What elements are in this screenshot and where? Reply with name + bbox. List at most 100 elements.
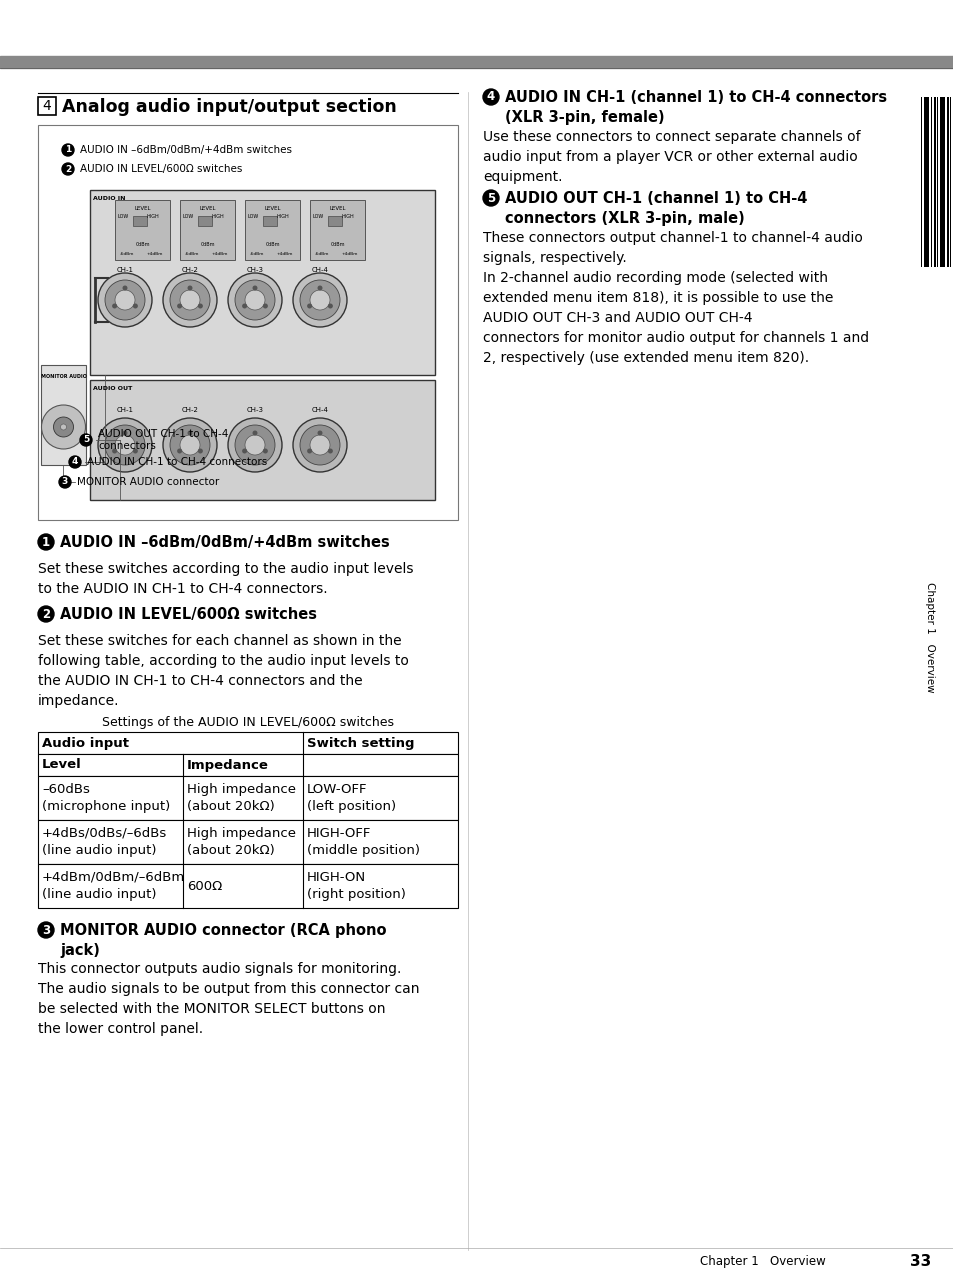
Bar [920,97,922,268]
Text: 4: 4 [486,90,495,103]
Text: +4dBm: +4dBm [276,252,294,256]
Bar [90,190,435,375]
Bar [132,217,147,225]
Circle shape [197,448,203,454]
Circle shape [307,303,312,308]
Text: 0dBm: 0dBm [135,242,150,246]
Text: LOW: LOW [182,214,193,219]
Text: +4dBm: +4dBm [341,252,358,256]
Circle shape [234,426,274,465]
Circle shape [62,163,74,175]
Circle shape [245,434,265,455]
Circle shape [170,280,210,320]
Text: Set these switches according to the audio input levels
to the AUDIO IN CH-1 to C: Set these switches according to the audi… [38,562,413,596]
Text: (XLR 3-pin, female): (XLR 3-pin, female) [504,110,664,125]
Circle shape [122,431,128,436]
Text: HIGH-OFF
(middle position): HIGH-OFF (middle position) [307,827,419,857]
Bar [38,733,457,754]
Circle shape [163,273,216,327]
Circle shape [38,922,54,938]
Text: LOW: LOW [247,214,258,219]
Text: LOW: LOW [312,214,323,219]
Text: This connector outputs audio signals for monitoring.
The audio signals to be out: This connector outputs audio signals for… [38,962,419,1036]
Bar [929,97,931,268]
Bar [923,97,926,268]
Text: LOW: LOW [117,214,129,219]
Bar [198,217,212,225]
Circle shape [263,303,268,308]
Bar [90,380,435,499]
Text: CH-4: CH-4 [312,406,328,413]
Text: LEVEL: LEVEL [264,205,280,210]
Text: LOW-OFF
(left position): LOW-OFF (left position) [307,784,395,813]
Bar [115,200,170,260]
Circle shape [328,303,333,308]
Text: 5: 5 [486,191,495,205]
Circle shape [177,303,182,308]
Circle shape [112,303,117,308]
Text: CH-4: CH-4 [312,268,328,273]
Circle shape [197,303,203,308]
Circle shape [317,431,322,436]
Bar [263,217,276,225]
Circle shape [132,303,138,308]
Text: 0dBm: 0dBm [200,242,214,246]
Text: AUDIO IN CH-1 to CH-4 connectors: AUDIO IN CH-1 to CH-4 connectors [87,457,267,468]
Circle shape [328,448,333,454]
Circle shape [170,426,210,465]
Circle shape [38,606,54,622]
Circle shape [69,456,81,468]
Circle shape [228,418,282,471]
Text: HIGH: HIGH [212,214,224,219]
Circle shape [482,89,498,104]
Text: Analog audio input/output section: Analog audio input/output section [62,98,396,116]
Text: Use these connectors to connect separate channels of
audio input from a player V: Use these connectors to connect separate… [482,130,860,185]
Bar [38,776,457,820]
Circle shape [132,448,138,454]
Circle shape [307,448,312,454]
Text: Chapter 1   Overview: Chapter 1 Overview [924,582,934,692]
Bar [38,125,457,520]
Text: High impedance
(about 20kΩ): High impedance (about 20kΩ) [187,784,295,813]
Text: LEVEL: LEVEL [199,205,215,210]
Text: Impedance: Impedance [187,758,269,772]
Text: High impedance
(about 20kΩ): High impedance (about 20kΩ) [187,827,295,857]
Bar [38,754,457,776]
Text: MONITOR AUDIO connector: MONITOR AUDIO connector [77,476,219,487]
Bar [328,217,341,225]
Circle shape [112,448,117,454]
Text: AUDIO IN –6dBm/0dBm/+4dBm switches: AUDIO IN –6dBm/0dBm/+4dBm switches [80,145,292,155]
Text: +4dBm: +4dBm [212,252,228,256]
Circle shape [80,434,91,446]
Text: Settings of the AUDIO IN LEVEL/600Ω switches: Settings of the AUDIO IN LEVEL/600Ω swit… [102,716,394,729]
Bar [926,97,928,268]
Circle shape [317,285,322,290]
Text: 0dBm: 0dBm [330,242,344,246]
Text: HIGH: HIGH [147,214,159,219]
Circle shape [98,273,152,327]
Circle shape [253,431,257,436]
Text: CH-3: CH-3 [246,406,263,413]
Circle shape [299,280,339,320]
Text: These connectors output channel-1 to channel-4 audio
signals, respectively.
In 2: These connectors output channel-1 to cha… [482,231,868,366]
Circle shape [242,303,247,308]
Bar [936,97,937,268]
Circle shape [253,285,257,290]
Text: 2: 2 [65,164,71,173]
Text: AUDIO OUT CH-1 to CH-4
connectors: AUDIO OUT CH-1 to CH-4 connectors [98,429,228,451]
Text: +4dBm/0dBm/–6dBm
(line audio input): +4dBm/0dBm/–6dBm (line audio input) [42,871,185,901]
Text: AUDIO IN: AUDIO IN [92,195,126,200]
Text: 4: 4 [43,99,51,113]
Text: AUDIO IN –6dBm/0dBm/+4dBm switches: AUDIO IN –6dBm/0dBm/+4dBm switches [60,535,390,550]
Text: MONITOR AUDIO: MONITOR AUDIO [41,375,87,380]
Text: -6dBm: -6dBm [250,252,264,256]
Text: -6dBm: -6dBm [314,252,329,256]
Text: 4: 4 [71,457,78,466]
Circle shape [228,273,282,327]
Circle shape [293,418,347,471]
Text: Set these switches for each channel as shown in the
following table, according t: Set these switches for each channel as s… [38,634,409,708]
Text: AUDIO IN LEVEL/600Ω switches: AUDIO IN LEVEL/600Ω switches [80,164,242,175]
Text: Chapter 1   Overview: Chapter 1 Overview [700,1255,825,1269]
Circle shape [53,417,73,437]
Text: 600Ω: 600Ω [187,879,222,893]
